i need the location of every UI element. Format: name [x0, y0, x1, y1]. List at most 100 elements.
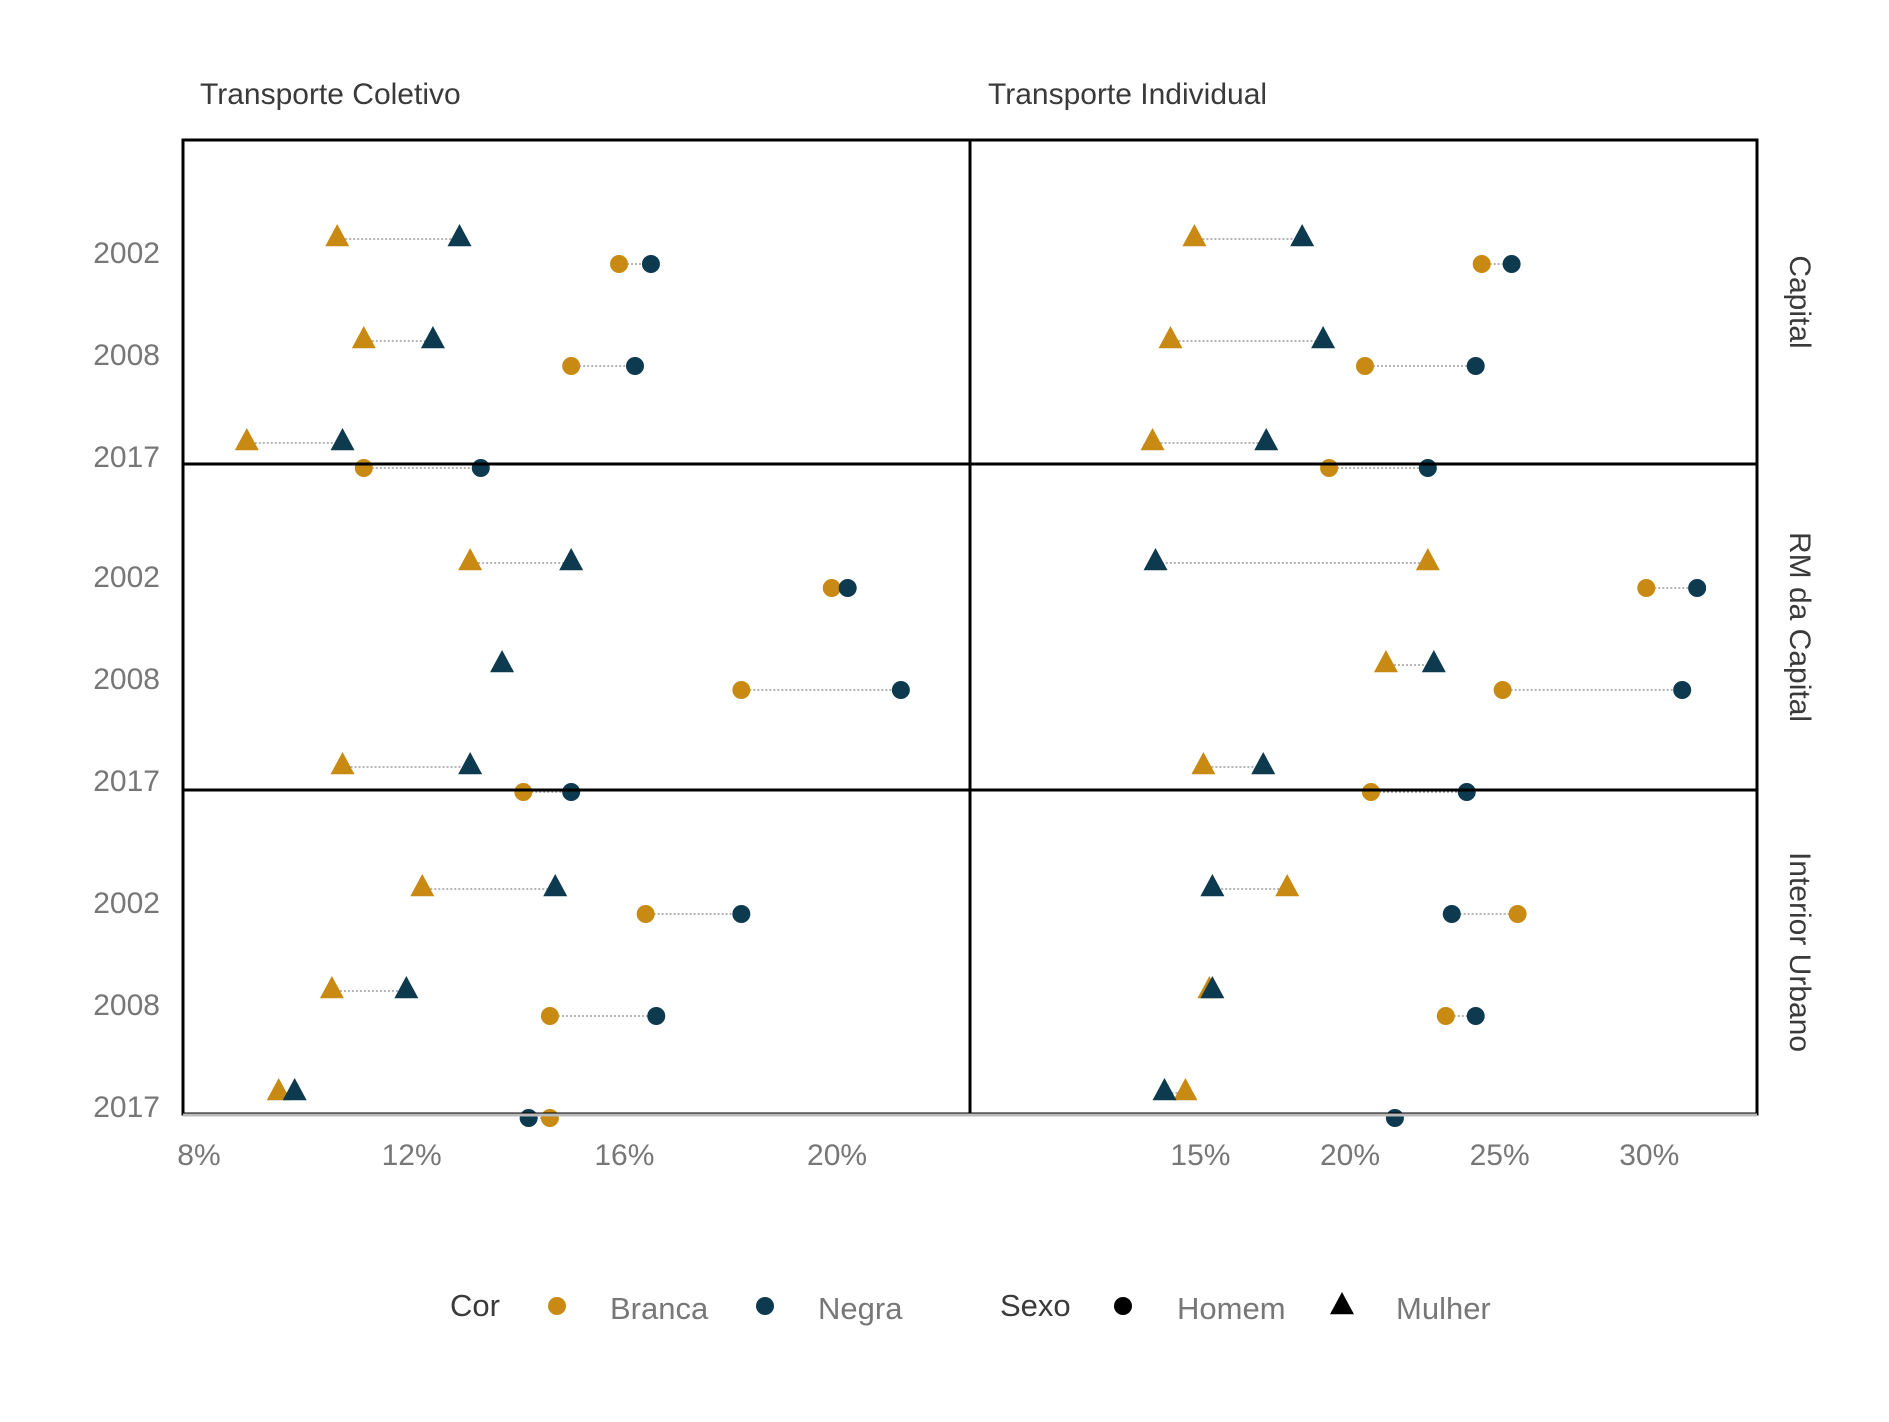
panel-border — [181, 788, 972, 1116]
point-homem-branca — [1436, 1007, 1455, 1025]
y-tick-label: 2017 — [93, 1091, 160, 1124]
point-homem-negra — [1502, 255, 1521, 273]
point-homem-negra — [562, 783, 581, 801]
point-homem-negra — [891, 681, 910, 699]
panel-border — [968, 138, 1759, 466]
panel-border — [968, 788, 1759, 1116]
y-tick-label: 2017 — [93, 441, 160, 474]
point-mulher-branca — [1173, 1078, 1198, 1101]
point-mulher-negra — [1290, 224, 1315, 247]
point-homem-branca — [1493, 681, 1512, 699]
point-homem-negra — [471, 459, 490, 477]
point-homem-negra — [1673, 681, 1692, 699]
point-homem-branca — [562, 357, 581, 375]
legend-label-homem: Homem — [1177, 1291, 1286, 1326]
x-tick-label: 25% — [1470, 1139, 1530, 1172]
legend-label-branca: Branca — [610, 1291, 709, 1326]
point-homem-branca — [1320, 459, 1339, 477]
point-homem-branca — [636, 905, 655, 923]
point-mulher-branca — [458, 548, 483, 571]
x-tick-label: 30% — [1619, 1139, 1679, 1172]
point-mulher-branca — [1182, 224, 1207, 247]
legend-key-negra — [756, 1297, 774, 1315]
point-mulher-negra — [394, 976, 419, 999]
point-homem-branca — [732, 681, 751, 699]
point-homem-branca — [822, 579, 841, 597]
x-tick-label: 15% — [1170, 1139, 1230, 1172]
legend-label-mulher: Mulher — [1396, 1291, 1491, 1326]
point-mulher-negra — [1251, 752, 1276, 775]
point-mulher-negra — [282, 1078, 307, 1101]
point-homem-negra — [732, 905, 751, 923]
point-homem-negra — [1466, 357, 1485, 375]
point-mulher-branca — [1158, 326, 1183, 349]
point-homem-branca — [1355, 357, 1374, 375]
point-mulher-negra — [1200, 976, 1225, 999]
y-tick-label: 2008 — [93, 339, 160, 372]
point-homem-negra — [1442, 905, 1461, 923]
point-mulher-negra — [458, 752, 483, 775]
point-homem-negra — [838, 579, 857, 597]
point-mulher-negra — [1143, 548, 1168, 571]
panel-border — [181, 462, 972, 792]
point-mulher-negra — [447, 224, 472, 247]
point-homem-branca — [1361, 783, 1380, 801]
point-homem-negra — [625, 357, 644, 375]
point-mulher-negra — [1152, 1078, 1177, 1101]
point-mulher-branca — [319, 976, 344, 999]
point-homem-negra — [1466, 1007, 1485, 1025]
point-homem-branca — [1637, 579, 1656, 597]
point-homem-branca — [354, 459, 373, 477]
point-mulher-branca — [266, 1078, 291, 1101]
point-mulher-branca — [234, 428, 259, 451]
point-homem-negra — [519, 1109, 538, 1127]
point-homem-branca — [1472, 255, 1491, 273]
point-mulher-branca — [1275, 874, 1300, 897]
x-tick-label: 16% — [594, 1139, 654, 1172]
point-mulher-negra — [1311, 326, 1336, 349]
point-homem-branca — [540, 1007, 559, 1025]
y-tick-label: 2002 — [93, 887, 160, 920]
legend-label-negra: Negra — [818, 1291, 903, 1326]
point-homem-branca — [610, 255, 629, 273]
point-mulher-branca — [1373, 650, 1398, 673]
point-mulher-negra — [543, 874, 568, 897]
point-homem-negra — [641, 255, 660, 273]
legend-key-homem — [1114, 1297, 1132, 1315]
point-mulher-negra — [1254, 428, 1279, 451]
x-tick-label: 20% — [807, 1139, 867, 1172]
point-mulher-negra — [1200, 874, 1225, 897]
point-mulher-branca — [410, 874, 435, 897]
panel-border — [968, 462, 1759, 792]
point-mulher-negra — [330, 428, 355, 451]
point-mulher-negra — [1421, 650, 1446, 673]
legend-key-mulher — [1330, 1292, 1354, 1315]
point-homem-negra — [1688, 579, 1707, 597]
facet-row-title-0: Capital — [1783, 255, 1816, 348]
facet-row-title-1: RM da Capital — [1783, 532, 1816, 722]
point-mulher-negra — [490, 650, 515, 673]
point-mulher-branca — [1191, 752, 1216, 775]
x-tick-label: 20% — [1320, 1139, 1380, 1172]
x-tick-label: 12% — [382, 1139, 442, 1172]
point-mulher-negra — [420, 326, 445, 349]
facet-title-0: Transporte Coletivo — [200, 78, 461, 111]
legend-title-cor: Cor — [450, 1288, 500, 1323]
legend-title-sexo: Sexo — [1000, 1288, 1071, 1323]
point-mulher-branca — [325, 224, 350, 247]
y-tick-label: 2002 — [93, 561, 160, 594]
point-mulher-negra — [559, 548, 584, 571]
point-homem-branca — [514, 783, 533, 801]
facet-row-title-2: Interior Urbano — [1783, 852, 1816, 1052]
point-homem-branca — [540, 1109, 559, 1127]
point-homem-negra — [1457, 783, 1476, 801]
point-mulher-branca — [1415, 548, 1440, 571]
point-homem-branca — [1508, 905, 1527, 923]
point-mulher-branca — [1140, 428, 1165, 451]
point-mulher-branca — [330, 752, 355, 775]
y-tick-label: 2002 — [93, 237, 160, 270]
y-tick-label: 2008 — [93, 663, 160, 696]
y-tick-label: 2017 — [93, 765, 160, 798]
y-tick-label: 2008 — [93, 989, 160, 1022]
